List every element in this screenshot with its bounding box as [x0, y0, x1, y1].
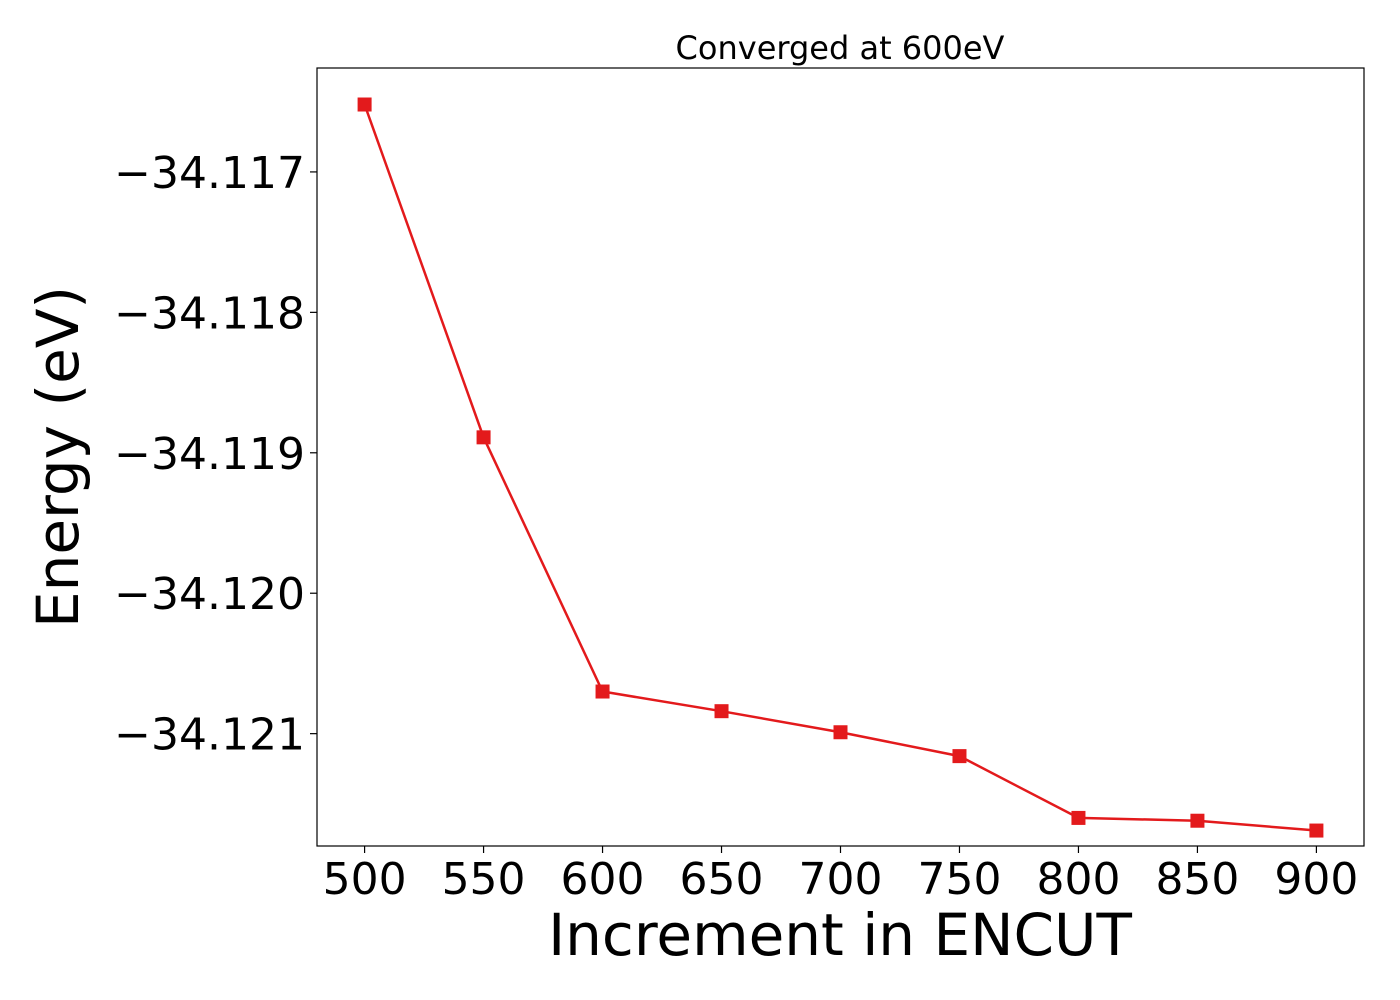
data-point-marker: [1071, 810, 1086, 825]
data-point-marker: [595, 684, 610, 699]
x-tick-label: 550: [442, 854, 526, 905]
data-point-marker: [714, 704, 729, 719]
x-tick-label: 500: [323, 854, 407, 905]
y-tick-label: −34.118: [114, 288, 305, 339]
y-tick-label: −34.117: [114, 148, 305, 199]
data-point-marker: [1190, 813, 1205, 828]
data-point-marker: [476, 430, 491, 445]
data-point-marker: [833, 725, 848, 740]
x-tick-label: 800: [1036, 854, 1120, 905]
x-axis-label: Increment in ENCUT: [548, 901, 1132, 969]
y-axis-label: Energy (eV): [24, 286, 92, 628]
y-tick-label: −34.119: [114, 429, 305, 480]
x-tick-label: 600: [561, 854, 645, 905]
x-tick-label: 700: [799, 854, 883, 905]
x-axis: 500 550 600 650 700 750 800 850 900: [323, 846, 1358, 905]
data-point-marker: [357, 97, 372, 112]
x-tick-label: 900: [1274, 854, 1358, 905]
chart-title: Converged at 600eV: [676, 29, 1005, 67]
x-tick-label: 850: [1155, 854, 1239, 905]
y-axis: −34.117 −34.118 −34.119 −34.120 −34.121: [114, 148, 317, 761]
x-tick-label: 650: [680, 854, 764, 905]
data-point-marker: [952, 749, 967, 764]
series-layer: [357, 97, 1324, 838]
y-tick-label: −34.120: [114, 569, 305, 620]
data-point-marker: [1309, 823, 1324, 838]
y-tick-label: −34.121: [114, 710, 305, 761]
x-tick-label: 750: [917, 854, 1001, 905]
